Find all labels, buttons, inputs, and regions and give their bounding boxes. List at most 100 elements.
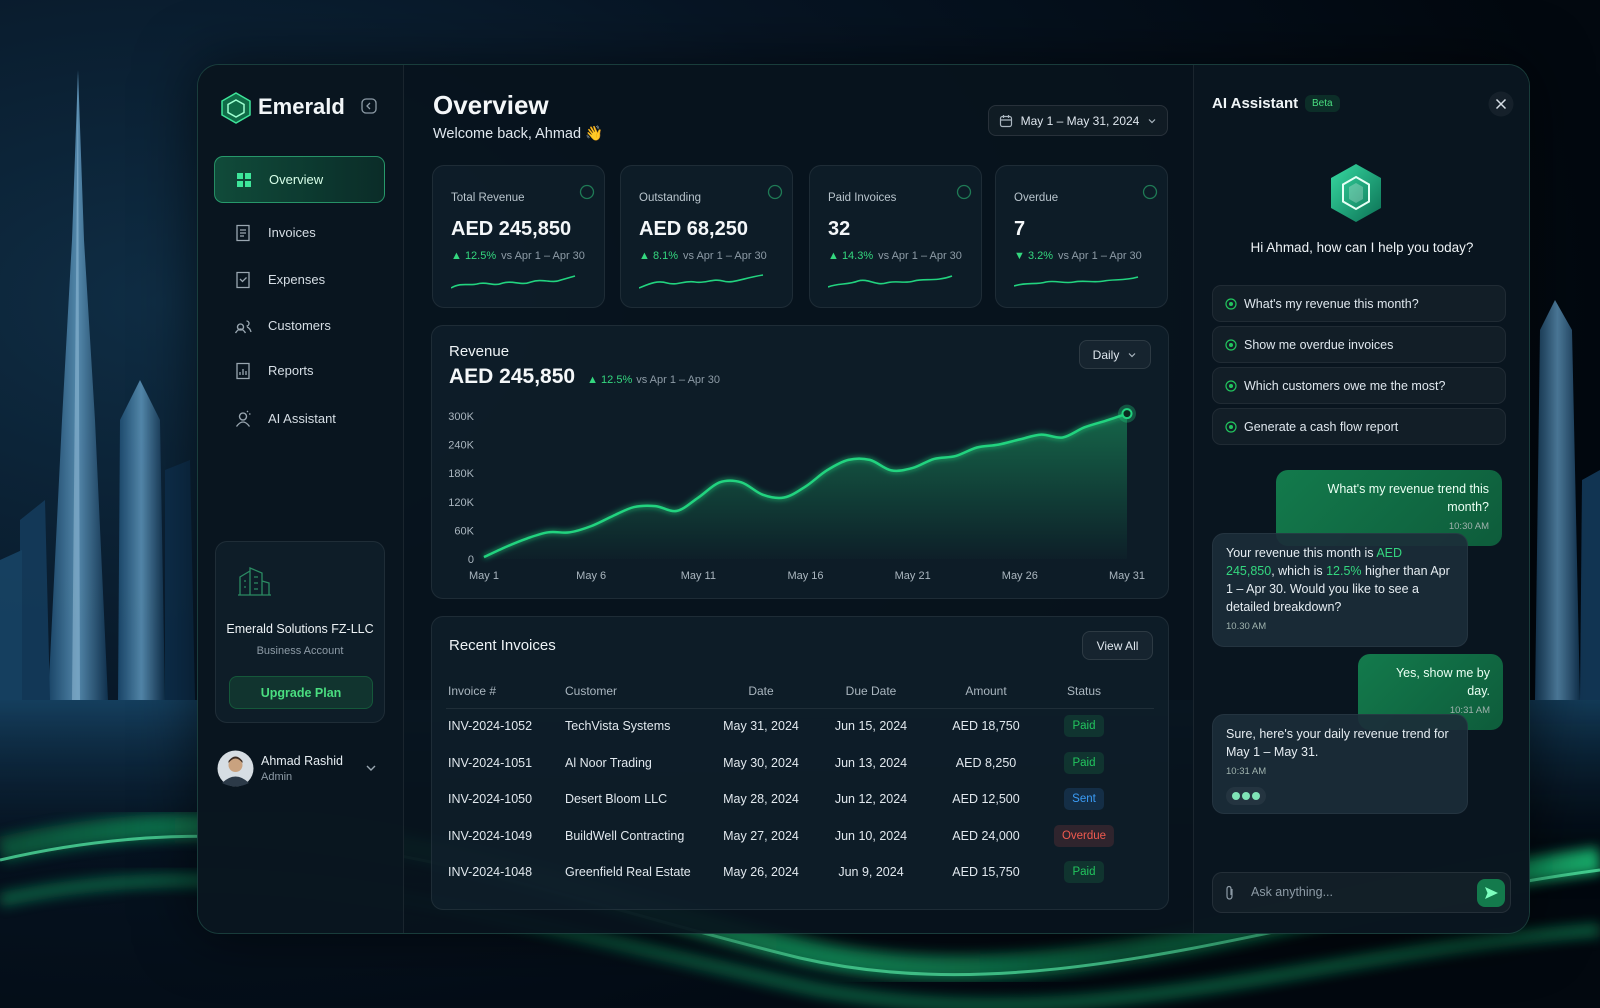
sparkline bbox=[451, 275, 576, 289]
nav-item[interactable]: Expenses bbox=[214, 256, 385, 303]
table-cell: Desert Bloom LLC bbox=[565, 792, 668, 806]
period-label: Daily bbox=[1092, 347, 1120, 362]
kpi-compare: vs Apr 1 – Apr 30 bbox=[1058, 250, 1142, 262]
kpi-label: Overdue bbox=[1014, 192, 1059, 204]
table-cell: Jun 10, 2024 bbox=[834, 829, 908, 843]
kpi-change-row: ▼ 3.2% vs Apr 1 – Apr 30 bbox=[1014, 250, 1142, 262]
column-header: Amount bbox=[965, 684, 1007, 698]
kpi-card: Total Revenue AED 245,850 ▲ 12.5% vs Apr 1 … bbox=[432, 165, 605, 308]
table-cell: Jun 15, 2024 bbox=[834, 719, 908, 733]
table-cell: AED 8,250 bbox=[955, 756, 1017, 770]
icon-shape bbox=[1225, 338, 1237, 351]
column-header: Due Date bbox=[845, 684, 897, 698]
suggestion-text: Show me overdue invoices bbox=[1244, 337, 1394, 352]
sparkline-path bbox=[451, 275, 576, 289]
nav-item[interactable]: Invoices bbox=[214, 209, 385, 256]
nav-icon bbox=[237, 172, 251, 187]
kpi-change: ▲ 8.1% bbox=[639, 250, 679, 262]
logo bbox=[221, 92, 251, 124]
user-role: Admin bbox=[261, 771, 293, 783]
icon-shape bbox=[1229, 342, 1233, 347]
kpi-card: Overdue 7 ▼ 3.2% vs Apr 1 – Apr 30 bbox=[995, 165, 1168, 308]
column-header: Invoice # bbox=[448, 684, 497, 698]
date-range: May 1 – May 31, 2024 bbox=[1020, 113, 1140, 128]
table-cell: INV-2024-1051 bbox=[448, 756, 533, 770]
message-time: 10:30 AM bbox=[1448, 521, 1489, 532]
view-all-button[interactable]: View All bbox=[1082, 631, 1153, 660]
icon-shape bbox=[1225, 379, 1237, 392]
kpi-change-row: ▲ 8.1% vs Apr 1 – Apr 30 bbox=[639, 250, 767, 262]
suggestion[interactable]: What's my revenue this month? bbox=[1212, 285, 1506, 322]
table-cell: May 28, 2024 bbox=[723, 792, 799, 806]
x-tick-label: May 11 bbox=[681, 570, 716, 582]
sparkline-path bbox=[639, 274, 764, 289]
date-range-picker[interactable]: May 1 – May 31, 2024 bbox=[988, 105, 1168, 136]
table-cell: AED 24,000 bbox=[952, 829, 1020, 843]
nav-label: Overview bbox=[269, 172, 324, 187]
nav-label: AI Assistant bbox=[268, 411, 336, 426]
sparkline bbox=[828, 275, 953, 288]
collapse-button[interactable] bbox=[361, 98, 377, 114]
y-tick-label: 60K bbox=[454, 525, 474, 537]
nav-icon bbox=[235, 410, 251, 427]
upgrade-button[interactable]: Upgrade Plan bbox=[229, 676, 373, 709]
nav-item[interactable]: Reports bbox=[214, 347, 385, 394]
icon-shape bbox=[1225, 420, 1237, 433]
suggestion-icon bbox=[1225, 297, 1237, 310]
message-text: higher than Apr 1 – Apr 30. Would you li… bbox=[1226, 564, 1450, 614]
kpi-compare: vs Apr 1 – Apr 30 bbox=[683, 250, 767, 262]
user-menu-chevron[interactable] bbox=[364, 761, 378, 775]
icon-shape bbox=[579, 184, 595, 200]
nav-item[interactable]: AI Assistant bbox=[214, 395, 385, 442]
user-message: What's my revenue trend this month? 10:3… bbox=[1276, 470, 1502, 546]
revenue-chart: 0 60K 120K 180K 240K 300K May 1 May 6 May 11 May … bbox=[448, 404, 1145, 582]
invoice-table: Invoice # Customer Date Due Date Amount Statu… bbox=[198, 65, 1115, 883]
suggestion-text: Which customers owe me the most? bbox=[1244, 378, 1446, 393]
status-pill: Paid bbox=[1064, 752, 1104, 774]
table-cell: Al Noor Trading bbox=[565, 756, 652, 770]
table-cell: AED 12,500 bbox=[952, 792, 1020, 806]
suggestion[interactable]: Show me overdue invoices bbox=[1212, 326, 1506, 363]
table-cell: Jun 9, 2024 bbox=[838, 865, 904, 879]
column-header: Date bbox=[748, 684, 774, 698]
x-tick-label: May 26 bbox=[1002, 570, 1038, 582]
suggestion[interactable]: Generate a cash flow report bbox=[1212, 408, 1506, 445]
revenue-headline: AED 245,850 bbox=[449, 365, 576, 388]
table-cell: TechVista Systems bbox=[565, 719, 671, 733]
chat-input[interactable]: Ask anything... bbox=[1212, 872, 1511, 913]
avatar bbox=[217, 750, 254, 787]
sparkline bbox=[639, 274, 764, 289]
suggestion[interactable]: Which customers owe me the most? bbox=[1212, 367, 1506, 404]
kpi-value: 32 bbox=[828, 218, 851, 240]
y-tick-label: 120K bbox=[448, 497, 474, 509]
nav-item[interactable]: Overview bbox=[214, 156, 385, 203]
sparkline-path bbox=[828, 275, 953, 288]
attach-icon[interactable] bbox=[1223, 885, 1237, 901]
table-cell: AED 18,750 bbox=[952, 719, 1020, 733]
kpi-change: ▲ 14.3% bbox=[828, 250, 874, 262]
ai-title: AI Assistant bbox=[1212, 95, 1299, 112]
nav-item[interactable]: Customers bbox=[214, 302, 385, 349]
kpi-label: Outstanding bbox=[639, 192, 702, 204]
user-name: Ahmad Rashid bbox=[261, 754, 343, 768]
table-cell: INV-2024-1048 bbox=[448, 865, 533, 879]
suggestion-icon bbox=[1225, 379, 1237, 392]
x-tick-label: May 1 bbox=[469, 570, 499, 582]
table-cell: May 26, 2024 bbox=[723, 865, 799, 879]
icon-shape bbox=[235, 410, 251, 427]
x-tick-label: May 16 bbox=[787, 570, 823, 582]
send-button[interactable] bbox=[1477, 879, 1505, 907]
close-button[interactable] bbox=[1488, 91, 1514, 117]
message-text: , which is bbox=[1271, 564, 1327, 578]
revenue-change: ▲ 12.5% bbox=[587, 374, 633, 386]
icon-shape bbox=[236, 362, 250, 379]
company-card bbox=[215, 541, 385, 723]
nav-icon bbox=[236, 271, 250, 288]
x-tick-label: May 21 bbox=[895, 570, 931, 582]
period-select[interactable]: Daily bbox=[1079, 340, 1151, 369]
status-pill: Overdue bbox=[1053, 825, 1115, 847]
table-cell: AED 15,750 bbox=[952, 865, 1020, 879]
nav-icon bbox=[234, 319, 252, 333]
chevron bbox=[1148, 118, 1156, 123]
